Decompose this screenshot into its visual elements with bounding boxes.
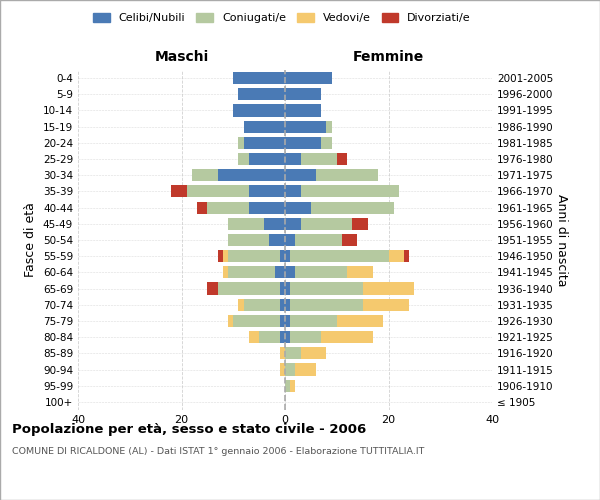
Bar [290,250,389,262]
Bar [218,282,280,294]
Bar [301,348,326,360]
Bar [285,234,295,246]
Bar [301,186,399,198]
Bar [311,202,394,213]
Bar [238,298,244,311]
Bar [321,331,373,343]
Bar [233,104,285,117]
Bar [285,364,295,376]
Bar [290,282,362,294]
Bar [228,218,265,230]
Bar [244,298,280,311]
Bar [269,234,285,246]
Bar [280,298,285,311]
Text: COMUNE DI RICALDONE (AL) - Dati ISTAT 1° gennaio 2006 - Elaborazione TUTTITALIA.: COMUNE DI RICALDONE (AL) - Dati ISTAT 1°… [12,448,424,456]
Bar [275,266,285,278]
Bar [285,331,290,343]
Bar [389,250,404,262]
Bar [238,137,244,149]
Bar [192,169,218,181]
Y-axis label: Fasce di età: Fasce di età [25,202,37,278]
Bar [352,218,368,230]
Bar [285,315,290,327]
Bar [285,137,321,149]
Bar [290,315,337,327]
Bar [259,331,280,343]
Bar [285,348,301,360]
Bar [265,218,285,230]
Bar [337,315,383,327]
Bar [171,186,187,198]
Bar [249,331,259,343]
Bar [285,202,311,213]
Y-axis label: Anni di nascita: Anni di nascita [554,194,568,286]
Bar [285,169,316,181]
Text: Femmine: Femmine [353,50,424,64]
Bar [404,250,409,262]
Bar [337,153,347,165]
Legend: Celibi/Nubili, Coniugati/e, Vedovi/e, Divorziati/e: Celibi/Nubili, Coniugati/e, Vedovi/e, Di… [89,8,475,28]
Bar [244,120,285,132]
Bar [285,266,295,278]
Bar [301,218,352,230]
Bar [249,153,285,165]
Bar [228,250,280,262]
Bar [280,315,285,327]
Bar [362,282,415,294]
Bar [295,234,342,246]
Bar [285,104,321,117]
Bar [285,88,321,101]
Bar [285,380,290,392]
Bar [326,120,332,132]
Bar [285,250,290,262]
Bar [280,282,285,294]
Bar [223,266,228,278]
Bar [197,202,208,213]
Bar [290,380,295,392]
Bar [233,72,285,84]
Bar [208,282,218,294]
Bar [218,169,285,181]
Bar [280,250,285,262]
Bar [347,266,373,278]
Bar [244,137,285,149]
Bar [362,298,409,311]
Bar [295,364,316,376]
Bar [290,331,321,343]
Bar [285,282,290,294]
Bar [249,186,285,198]
Bar [238,153,249,165]
Bar [342,234,358,246]
Bar [280,348,285,360]
Bar [233,315,280,327]
Bar [249,202,285,213]
Bar [285,218,301,230]
Bar [228,266,275,278]
Bar [285,153,301,165]
Bar [316,169,378,181]
Bar [280,364,285,376]
Bar [228,234,269,246]
Bar [290,298,362,311]
Bar [285,298,290,311]
Bar [228,315,233,327]
Bar [321,137,332,149]
Bar [218,250,223,262]
Bar [285,72,332,84]
Bar [187,186,249,198]
Text: Maschi: Maschi [154,50,209,64]
Bar [295,266,347,278]
Bar [208,202,249,213]
Bar [238,88,285,101]
Bar [280,331,285,343]
Text: Popolazione per età, sesso e stato civile - 2006: Popolazione per età, sesso e stato civil… [12,422,366,436]
Bar [285,120,326,132]
Bar [301,153,337,165]
Bar [223,250,228,262]
Bar [285,186,301,198]
